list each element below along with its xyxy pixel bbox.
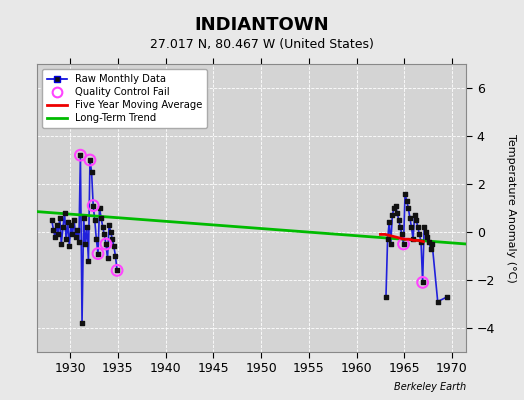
- Point: [398, 231, 406, 238]
- Point: [92, 236, 101, 242]
- Point: [110, 243, 118, 250]
- Point: [76, 152, 84, 158]
- Point: [80, 214, 88, 221]
- Point: [57, 241, 66, 247]
- Point: [402, 198, 411, 204]
- Point: [99, 224, 107, 230]
- Point: [415, 231, 423, 238]
- Point: [396, 224, 405, 230]
- Text: Berkeley Earth: Berkeley Earth: [394, 382, 466, 392]
- Point: [410, 212, 419, 218]
- Point: [111, 253, 119, 259]
- Point: [75, 238, 83, 245]
- Point: [401, 190, 409, 197]
- Point: [443, 294, 452, 300]
- Point: [81, 241, 90, 247]
- Point: [78, 320, 86, 326]
- Point: [97, 214, 105, 221]
- Point: [382, 294, 390, 300]
- Y-axis label: Temperature Anomaly (°C): Temperature Anomaly (°C): [506, 134, 516, 282]
- Point: [433, 298, 442, 305]
- Point: [423, 234, 432, 240]
- Point: [73, 226, 81, 233]
- Point: [89, 202, 97, 209]
- Point: [108, 236, 116, 242]
- Text: 27.017 N, 80.467 W (United States): 27.017 N, 80.467 W (United States): [150, 38, 374, 51]
- Point: [413, 224, 422, 230]
- Point: [399, 241, 408, 247]
- Point: [113, 267, 121, 274]
- Point: [412, 217, 420, 223]
- Point: [52, 222, 61, 228]
- Point: [419, 279, 427, 286]
- Point: [68, 231, 77, 238]
- Point: [48, 217, 56, 223]
- Point: [103, 255, 112, 262]
- Point: [84, 258, 93, 264]
- Point: [56, 214, 64, 221]
- Point: [420, 224, 428, 230]
- Point: [51, 234, 59, 240]
- Point: [94, 250, 102, 257]
- Point: [409, 236, 417, 242]
- Point: [419, 279, 427, 286]
- Point: [83, 224, 91, 230]
- Point: [406, 214, 414, 221]
- Point: [390, 205, 398, 211]
- Point: [76, 152, 84, 158]
- Point: [387, 241, 395, 247]
- Point: [54, 231, 62, 238]
- Point: [425, 238, 433, 245]
- Point: [63, 219, 72, 226]
- Point: [67, 222, 75, 228]
- Point: [388, 212, 397, 218]
- Point: [102, 241, 110, 247]
- Point: [86, 157, 94, 163]
- Point: [89, 202, 97, 209]
- Point: [404, 205, 412, 211]
- Text: INDIANTOWN: INDIANTOWN: [195, 16, 329, 34]
- Point: [71, 234, 80, 240]
- Point: [106, 229, 115, 235]
- Point: [70, 217, 78, 223]
- Point: [385, 219, 394, 226]
- Point: [86, 157, 94, 163]
- Point: [428, 241, 436, 247]
- Point: [91, 217, 99, 223]
- Point: [49, 226, 58, 233]
- Point: [88, 169, 96, 175]
- Legend: Raw Monthly Data, Quality Control Fail, Five Year Moving Average, Long-Term Tren: Raw Monthly Data, Quality Control Fail, …: [42, 69, 207, 128]
- Point: [407, 224, 416, 230]
- Point: [94, 250, 102, 257]
- Point: [422, 229, 430, 235]
- Point: [60, 210, 69, 216]
- Point: [62, 236, 70, 242]
- Point: [95, 205, 104, 211]
- Point: [105, 222, 113, 228]
- Point: [391, 202, 400, 209]
- Point: [100, 231, 108, 238]
- Point: [102, 241, 110, 247]
- Point: [393, 210, 401, 216]
- Point: [59, 224, 67, 230]
- Point: [395, 217, 403, 223]
- Point: [384, 236, 392, 242]
- Point: [417, 238, 425, 245]
- Point: [65, 243, 73, 250]
- Point: [113, 267, 121, 274]
- Point: [399, 241, 408, 247]
- Point: [427, 246, 435, 252]
